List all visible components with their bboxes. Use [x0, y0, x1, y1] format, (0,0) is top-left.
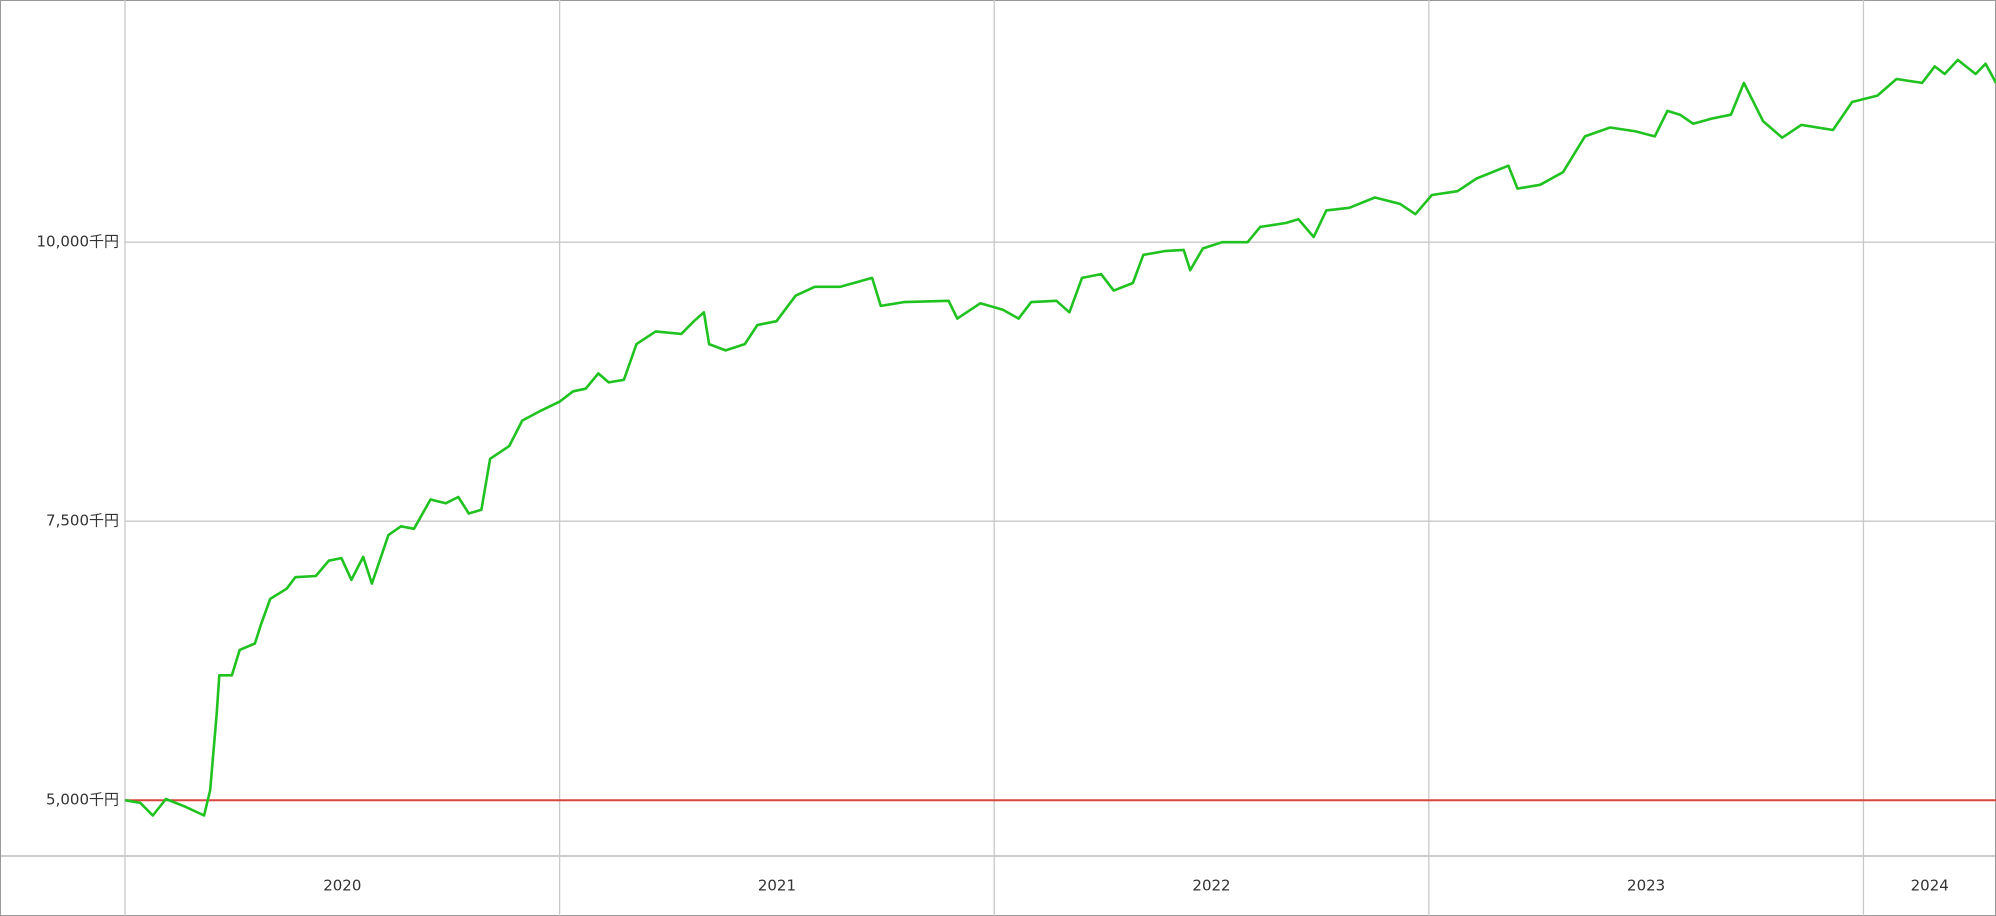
y-tick-label: 10,000千円: [37, 233, 120, 251]
data-line: [124, 58, 1996, 817]
x-tick-label: 2024: [1911, 877, 1949, 895]
x-tick-label: 2022: [1192, 877, 1230, 895]
x-tick-label: 2020: [323, 877, 361, 895]
y-tick-label: 7,500千円: [46, 512, 119, 530]
y-tick-label: 5,000千円: [46, 791, 119, 809]
x-tick-label: 2021: [758, 877, 796, 895]
x-tick-label: 2023: [1627, 877, 1665, 895]
